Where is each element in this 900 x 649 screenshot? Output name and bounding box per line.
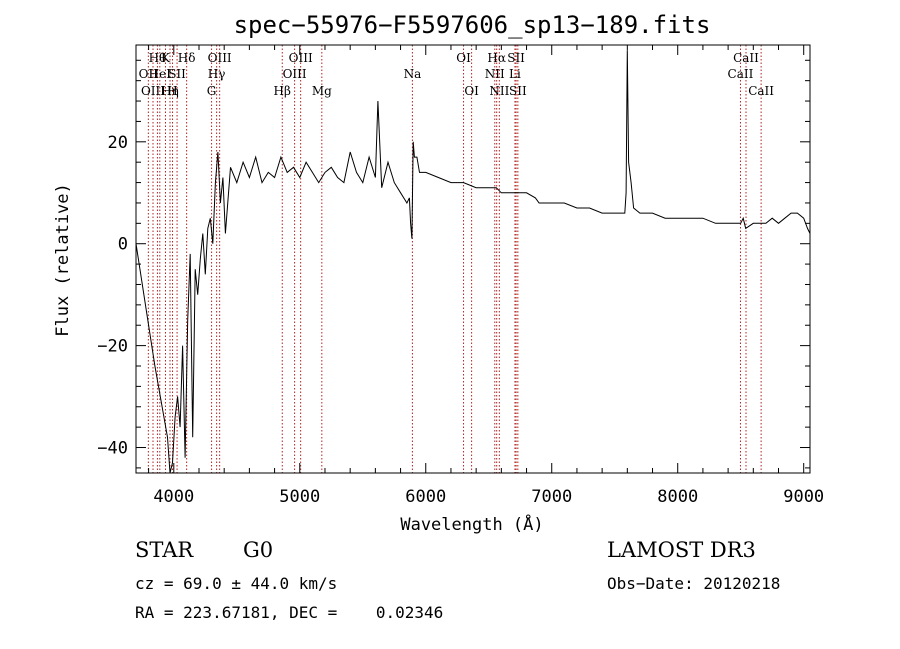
line-label: Hγ [208, 67, 226, 81]
line-label: CaII [733, 51, 759, 65]
x-tick-label: 6000 [405, 487, 446, 507]
line-label: NII [485, 67, 505, 81]
line-label: CaII [748, 84, 774, 98]
line-label: Li [509, 67, 521, 81]
line-label: OI [456, 51, 471, 65]
line-label: SII [507, 51, 525, 65]
x-tick-label: 5000 [279, 487, 320, 507]
line-label: K [161, 51, 171, 65]
line-label: Hθ [149, 51, 167, 65]
object-subclass: G0 [243, 538, 274, 562]
line-label: OIII [289, 51, 313, 65]
x-tick-label: 4000 [153, 487, 194, 507]
survey-name: LAMOST DR3 [607, 538, 756, 562]
redshift-cz: cz = 69.0 ± 44.0 km/s [135, 574, 338, 593]
line-label: H [167, 84, 177, 98]
x-axis-ticks: 4000 5000 6000 7000 8000 9000 [148, 45, 824, 507]
line-markers [147, 45, 762, 473]
line-label: Na [404, 67, 422, 81]
line-label: Hη [161, 84, 179, 98]
line-label: OI [464, 84, 479, 98]
y-tick-label: 0 [118, 235, 128, 255]
y-axis-label: Flux (relative) [53, 183, 73, 337]
observation-date: Obs−Date: 20120218 [607, 574, 781, 593]
line-label: OIII [141, 84, 165, 98]
x-tick-label: 7000 [531, 487, 572, 507]
spectrum-line [135, 50, 811, 474]
line-label: G [207, 84, 217, 98]
x-tick-label: 9000 [783, 487, 824, 507]
line-label: Mg [312, 84, 332, 98]
y-tick-label: −40 [97, 439, 128, 459]
object-class: STAR [135, 538, 194, 562]
line-label: SII [168, 67, 186, 81]
line-label: Hδ [178, 51, 196, 65]
y-axis-ticks: 20 0 −20 −40 [97, 59, 810, 469]
line-label: NII [489, 84, 509, 98]
line-label: SII [509, 84, 527, 98]
chart-title: spec−55976−F5597606_sp13−189.fits [234, 11, 711, 39]
x-tick-label: 8000 [657, 487, 698, 507]
x-axis-label: Wavelength (Å) [400, 513, 543, 535]
line-label: OIII [208, 51, 232, 65]
line-labels: OII OIII Hθ HeI K HηH SII Hδ G Hγ OIII Hβ OIII OIII Mg… [139, 51, 775, 98]
line-label: Hβ [274, 84, 291, 98]
y-tick-label: 20 [108, 133, 128, 153]
plot-frame [135, 44, 811, 474]
y-tick-label: −20 [97, 337, 128, 357]
line-label: HeI [149, 67, 172, 81]
line-label: OIII [283, 67, 307, 81]
line-label: CaII [728, 67, 754, 81]
line-label: OII [139, 67, 159, 81]
coordinates: RA = 223.67181, DEC = 0.02346 [135, 603, 444, 622]
line-label: Hα [487, 51, 506, 65]
